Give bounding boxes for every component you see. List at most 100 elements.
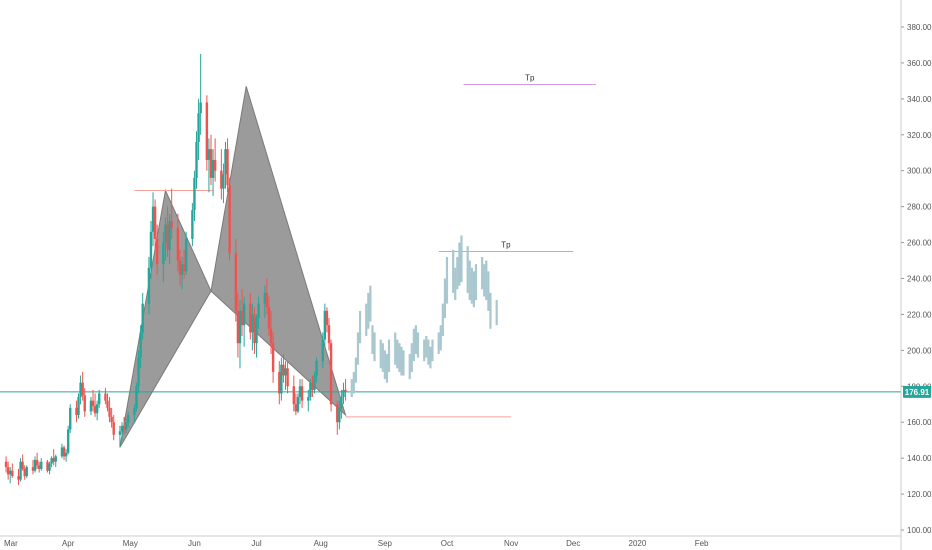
candle-body — [240, 310, 244, 326]
candle-body — [83, 395, 86, 412]
projection-bar — [402, 350, 405, 376]
projection-bar — [441, 303, 444, 336]
projection-bar — [387, 339, 391, 372]
candle-body — [62, 447, 66, 457]
projection-bar — [365, 303, 368, 336]
candle-body — [224, 149, 227, 175]
candle-body — [309, 382, 312, 398]
candle-body — [17, 476, 20, 480]
y-tick-label: 160.00 — [907, 418, 932, 427]
candle-body — [141, 303, 144, 333]
candle-body — [284, 368, 287, 376]
candle-body — [79, 382, 82, 398]
projection-bar — [489, 292, 492, 329]
candle-body — [253, 314, 256, 344]
candle-body — [344, 389, 347, 392]
pattern-triangle-2 — [210, 86, 347, 417]
candle-body — [122, 425, 126, 430]
candle-body — [50, 458, 53, 464]
candle-body — [176, 228, 180, 261]
candle-body — [162, 242, 165, 265]
candle-body — [257, 303, 260, 319]
x-tick-label: Feb — [695, 539, 709, 548]
candle-body — [133, 407, 136, 416]
candle-body — [120, 425, 124, 432]
projection-bar — [472, 271, 475, 308]
candle-body — [135, 386, 138, 408]
projection-bar — [408, 353, 411, 380]
candle-body — [127, 415, 130, 423]
x-tick-label: Mar — [4, 539, 18, 548]
candle-body — [40, 461, 43, 469]
x-tick-label: Sep — [378, 539, 393, 548]
candle-body — [66, 429, 70, 453]
projection-bar — [385, 353, 389, 383]
candle-body — [267, 307, 271, 329]
candle-body — [69, 407, 72, 430]
candle-body — [75, 407, 78, 416]
projection-bar — [400, 346, 403, 376]
candle-body — [81, 382, 84, 396]
candles-layer — [4, 53, 347, 486]
candle-body — [329, 343, 333, 405]
candle-body — [149, 231, 153, 268]
candle-body — [321, 339, 324, 362]
projection-bar — [381, 343, 384, 372]
candle-body — [282, 364, 285, 376]
candle-body — [108, 407, 111, 417]
x-tick-label: Nov — [504, 539, 518, 548]
candle-body — [33, 459, 37, 471]
candle-body — [151, 206, 155, 232]
candle-body — [180, 264, 184, 275]
candle-body — [300, 386, 304, 401]
x-tick-label: Oct — [441, 539, 454, 548]
projection-bar — [456, 256, 459, 290]
candle-body — [64, 452, 68, 457]
candle-body — [118, 431, 122, 435]
projection-layer — [350, 235, 498, 398]
projection-bar — [358, 310, 362, 344]
projection-bar — [350, 379, 353, 398]
candle-body — [89, 400, 93, 412]
candle-body — [311, 382, 314, 390]
candle-body — [323, 310, 327, 340]
projection-bar — [412, 328, 415, 362]
projection-bar — [485, 260, 488, 301]
candle-body — [48, 463, 51, 471]
y-tick-label: 340.00 — [907, 95, 932, 104]
y-tick-label: 220.00 — [907, 310, 932, 319]
current-price-label: 176.91 — [905, 388, 930, 397]
projection-bar — [474, 264, 478, 301]
candle-body — [147, 267, 151, 304]
candle-body — [31, 467, 35, 471]
candle-body — [106, 400, 109, 408]
candle-body — [9, 470, 12, 475]
projection-bar — [373, 332, 376, 362]
y-tick-label: 200.00 — [907, 346, 932, 355]
candle-body — [178, 260, 182, 275]
projection-bar — [423, 339, 426, 362]
projection-bar — [458, 242, 461, 286]
candle-body — [238, 310, 242, 344]
projection-bar — [452, 249, 455, 293]
candle-body — [296, 397, 300, 412]
projection-bar — [398, 343, 401, 372]
candle-body — [220, 170, 223, 189]
projection-bar — [445, 256, 449, 304]
x-tick-label: Dec — [566, 539, 580, 548]
candle-body — [52, 458, 55, 462]
candle-body — [91, 400, 95, 407]
y-tick-label: 100.00 — [907, 526, 932, 535]
projection-bar — [460, 235, 463, 283]
candle-body — [228, 185, 231, 254]
candle-body — [342, 389, 345, 398]
projection-bar — [383, 350, 386, 380]
candle-body — [168, 221, 171, 250]
tp-label: Tp — [525, 73, 535, 82]
candle-body — [234, 253, 238, 311]
y-tick-label: 380.00 — [907, 23, 932, 32]
y-tick-label: 260.00 — [907, 239, 932, 248]
y-tick-label: 240.00 — [907, 275, 932, 284]
y-tick-label: 360.00 — [907, 59, 932, 68]
